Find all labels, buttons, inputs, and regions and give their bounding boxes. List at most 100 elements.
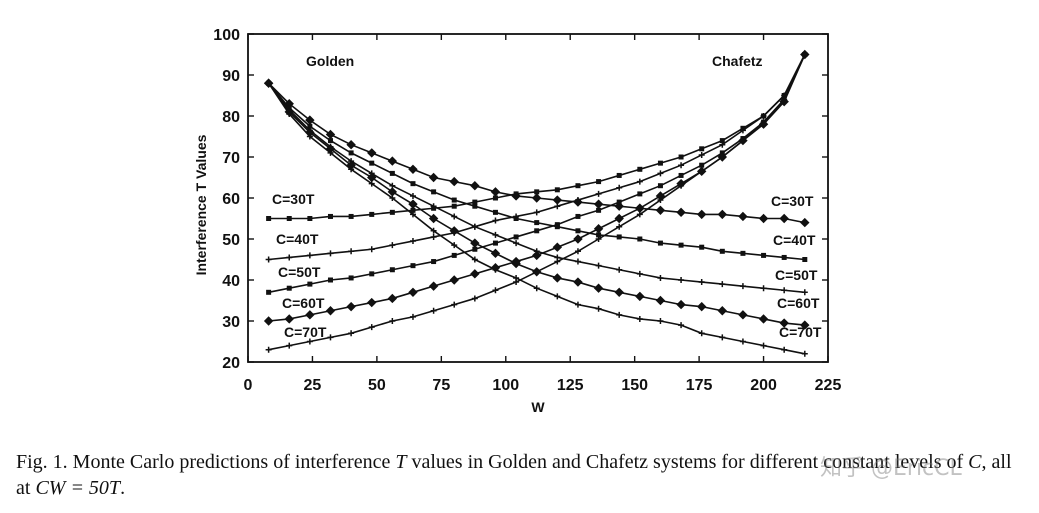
data-point [430,233,437,240]
data-point [533,285,540,292]
data-point [534,228,540,234]
data-point [348,248,355,255]
data-point [348,213,354,219]
data-point [657,160,663,166]
data-point [389,209,395,215]
data-point [554,293,561,300]
data-point [284,314,294,324]
data-point [801,350,808,357]
data-point [408,164,418,175]
data-point [655,205,666,216]
data-point [552,195,563,205]
data-point [368,324,375,331]
data-point [307,216,313,221]
data-point [286,110,293,117]
data-point [451,252,457,258]
x-tick-label: 0 [244,377,253,394]
data-point [739,137,746,144]
data-point [492,217,499,224]
left-label-c50: C=50T [278,264,321,280]
data-point [451,229,458,236]
data-point [678,172,684,178]
data-point [470,180,480,191]
data-point [265,256,272,263]
series-line-8 [268,54,806,322]
data-point [678,182,685,189]
data-point [307,281,313,287]
data-point [636,315,643,322]
data-point [430,307,437,314]
data-point [760,113,767,119]
left-label-c40: C=40T [276,231,319,247]
data-point [758,213,769,224]
data-point [265,80,272,87]
data-point [635,291,645,302]
data-point [678,162,685,169]
data-point [614,287,624,298]
data-point [574,258,581,265]
data-point [616,223,623,230]
data-point [801,51,808,58]
y-tick-label: 20 [222,355,240,372]
y-tick-label: 70 [222,150,240,167]
data-point [781,96,788,103]
right-label-c30: C=30T [771,193,814,209]
caption-suffix-pre: , all at [16,451,1012,499]
data-point [306,252,313,259]
y-tick-label: 30 [222,314,240,331]
data-point [307,123,313,129]
data-point [428,281,439,291]
data-point [368,180,375,187]
data-point [678,277,685,283]
data-point [696,209,707,220]
data-point [389,318,396,324]
data-point [266,289,272,295]
x-tick-label: 200 [750,377,777,394]
data-point [410,207,416,213]
data-point [636,270,643,277]
x-tick-label: 100 [492,377,519,394]
data-point [575,228,581,234]
x-tick-label: 175 [686,377,713,394]
data-point [408,287,418,298]
data-point [738,211,748,222]
data-point [801,289,808,296]
data-point [471,223,478,230]
data-point [348,150,354,156]
data-point [327,149,334,156]
data-point [593,199,604,209]
chafetz-label: Chafetz [712,53,763,69]
data-point [574,197,581,204]
data-point [781,287,788,294]
data-point [554,258,561,265]
data-point [655,295,666,306]
data-point [574,301,581,308]
data-point [513,279,520,286]
data-point [758,314,769,324]
data-point [802,257,808,262]
data-point [636,211,643,218]
data-point [595,305,602,312]
right-label-c50: C=50T [775,267,818,283]
data-point [657,318,664,324]
data-point [678,242,684,248]
data-point [327,138,333,144]
y-tick-label: 40 [222,273,240,290]
data-point [472,246,478,252]
data-point [492,287,499,294]
caption-middle: values in Golden and Chafetz systems for… [406,451,969,473]
data-point [573,234,583,244]
data-point [719,334,726,341]
data-point [451,242,458,249]
data-point [513,191,519,197]
caption-var-t: T [395,451,407,473]
caption-equation: CW = 50T [35,477,121,499]
data-point [616,266,623,273]
data-point [513,213,520,220]
data-point [554,222,560,228]
data-point [368,246,375,253]
data-point [534,189,540,195]
data-point [305,310,315,320]
y-axis-title: Interference T Values [193,134,209,275]
data-point [533,268,540,275]
